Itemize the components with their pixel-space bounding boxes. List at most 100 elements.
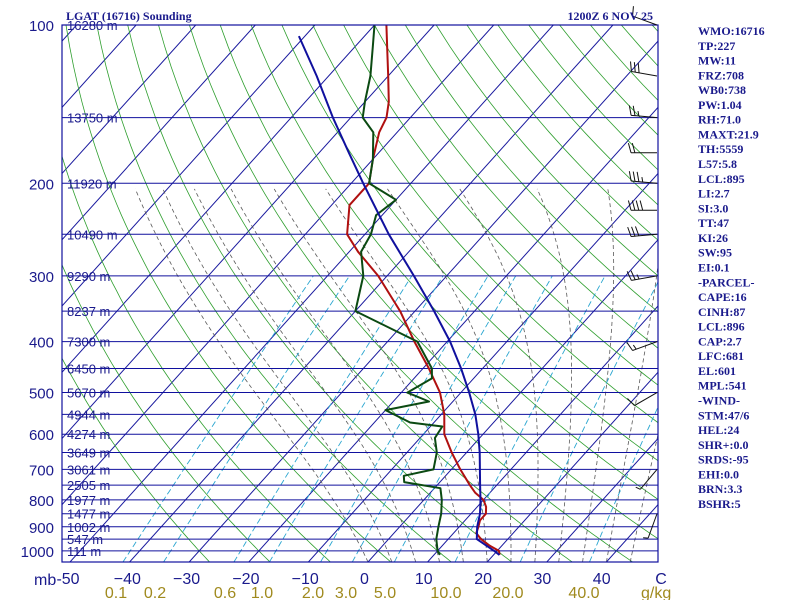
index-item: L57:5.8 xyxy=(698,157,737,171)
mixing-ratio-line xyxy=(519,281,658,562)
pressure-unit-label: mb xyxy=(34,572,56,589)
isotherm-line xyxy=(129,25,614,562)
wind-barb xyxy=(627,143,657,154)
height-level-label: 4944 m xyxy=(67,407,110,422)
wind-barb xyxy=(628,105,658,119)
index-item: CAPE:16 xyxy=(698,290,747,304)
stability-indices-panel: WMO:16716TP:227MW:11FRZ:708WB0:738PW:1.0… xyxy=(698,24,765,511)
dry-adiabat-line xyxy=(776,25,800,562)
moist-adiabat-line xyxy=(387,188,512,562)
height-level-label: 11920 m xyxy=(67,176,117,191)
pressure-tick-label: 500 xyxy=(29,386,54,403)
mixing-ratio-line xyxy=(320,275,489,562)
height-level-label: 547 m xyxy=(67,532,103,547)
dry-adiabat-line xyxy=(590,25,658,101)
index-item: LI:2.7 xyxy=(698,187,730,201)
isotherm-line xyxy=(188,40,658,562)
index-item: STM:47/6 xyxy=(698,408,749,422)
height-level-label: 16280 m xyxy=(67,18,118,33)
moist-adiabat-line xyxy=(325,188,488,562)
dry-adiabat-line xyxy=(343,25,658,386)
height-level-label: 7300 m xyxy=(67,335,110,350)
index-item: CINH:87 xyxy=(698,305,745,319)
index-item: KI:26 xyxy=(698,231,728,245)
moist-adiabat-line xyxy=(582,188,615,562)
moist-adiabat-line xyxy=(273,188,464,562)
index-item: WMO:16716 xyxy=(698,24,765,38)
mixing-ratio-tick-label: 2.0 xyxy=(302,585,324,600)
index-item: LCL:895 xyxy=(698,172,745,186)
height-level-label: 3061 m xyxy=(67,462,110,477)
dry-adiabat-line xyxy=(62,357,210,562)
mixing-ratio-line xyxy=(233,275,413,562)
dry-adiabat-line xyxy=(745,25,800,562)
moist-adiabat-line xyxy=(459,188,539,562)
wind-barb xyxy=(635,469,658,490)
index-item: LCL:896 xyxy=(698,320,745,334)
height-level-label: 2505 m xyxy=(67,478,110,493)
mixing-ratio-line xyxy=(454,275,606,562)
index-item: -PARCEL- xyxy=(698,275,754,289)
wind-barb xyxy=(643,513,658,539)
height-level-label: 1477 m xyxy=(67,507,110,522)
dry-adiabat-line xyxy=(96,25,452,562)
index-item: BSHR:5 xyxy=(698,497,741,511)
dry-adiabat-line xyxy=(62,263,271,562)
mixing-ratio-line xyxy=(122,275,314,562)
index-item: SI:3.0 xyxy=(698,201,728,215)
index-item: EL:601 xyxy=(698,364,736,378)
mixing-ratio-line xyxy=(269,275,444,562)
moist-adiabat-line xyxy=(194,188,417,562)
index-item: CAP:2.7 xyxy=(698,334,742,348)
height-level-label: 1977 m xyxy=(67,493,110,508)
wind-barbs xyxy=(626,6,658,539)
wind-barb xyxy=(632,6,658,26)
index-item: LFC:681 xyxy=(698,349,744,363)
wind-barb xyxy=(627,392,658,406)
mixing-ratio-tick-label: 5.0 xyxy=(374,585,396,600)
isotherm-line xyxy=(427,305,658,562)
isotherm-line xyxy=(367,239,658,562)
index-item: TH:5559 xyxy=(698,142,743,156)
height-level-label: 4274 m xyxy=(67,427,110,442)
index-item: -WIND- xyxy=(698,394,740,408)
temperature-tick-label: 30 xyxy=(534,571,552,588)
pressure-tick-label: 200 xyxy=(29,176,54,193)
mixing-ratio-line xyxy=(351,275,517,562)
temperature-tick-label: 40 xyxy=(593,571,611,588)
temperature-tick-label: -50 xyxy=(56,571,79,588)
isotherm-line xyxy=(546,437,658,562)
height-level-label: 1002 m xyxy=(67,520,110,535)
dry-adiabat-line xyxy=(559,25,658,136)
dry-adiabat-line xyxy=(497,25,658,206)
isotherm-line xyxy=(62,25,77,42)
height-level-label: 6450 m xyxy=(67,361,110,376)
dry-adiabat-line xyxy=(127,25,513,562)
dry-adiabat-line xyxy=(466,25,658,241)
dry-adiabat-line xyxy=(250,25,658,500)
dry-adiabat-line xyxy=(374,25,658,349)
isotherm-line xyxy=(486,371,658,562)
pressure-tick-label: 400 xyxy=(29,335,54,352)
index-item: TT:47 xyxy=(698,216,729,230)
mixing-ratio-tick-label: 0.2 xyxy=(144,585,166,600)
pressure-tick-label: 100 xyxy=(29,18,54,35)
height-level-label: 3649 m xyxy=(67,445,110,460)
wind-barb xyxy=(626,341,658,351)
index-item: WB0:738 xyxy=(698,83,746,97)
temperature-tick-label: −10 xyxy=(292,571,319,588)
dry-adiabat-line xyxy=(219,25,658,540)
mixing-ratio-unit-label: g/kg xyxy=(641,585,671,600)
dry-adiabat-line xyxy=(404,25,658,313)
height-level-label: 13750 m xyxy=(67,111,118,126)
temperature-tick-label: 20 xyxy=(474,571,492,588)
index-item: MAXT:21.9 xyxy=(698,127,759,141)
isotherm-line xyxy=(248,106,658,562)
pressure-tick-label: 900 xyxy=(29,520,54,537)
mixing-ratio-tick-label: 0.1 xyxy=(105,585,127,600)
index-item: TP:227 xyxy=(698,39,735,53)
parcel-profile-line xyxy=(297,35,501,556)
isotherm-line xyxy=(62,25,256,241)
index-item: EHI:0.0 xyxy=(698,467,739,481)
moist-adiabat-line xyxy=(134,188,369,562)
